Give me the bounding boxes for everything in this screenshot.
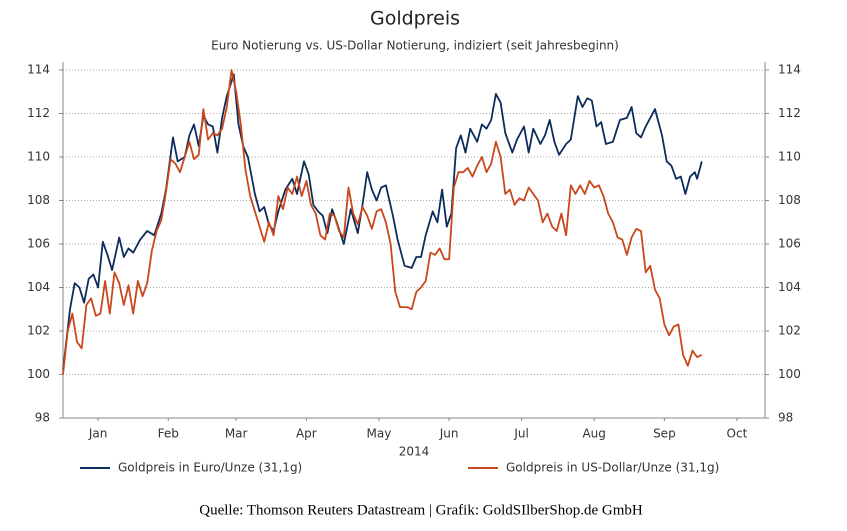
chart-title: Goldpreis [370,8,460,30]
y-tick-label: 106 [27,237,50,251]
y2-tick-label: 114 [778,63,801,77]
y-tick-label: 114 [27,63,50,77]
x-tick-label: Aug [582,427,605,441]
x-tick-label: Apr [296,427,317,441]
y2-tick-label: 112 [778,106,801,120]
x-tick-label: Oct [727,427,748,441]
source-note: Quelle: Thomson Reuters Datastream | Gra… [199,502,643,518]
y-tick-label: 98 [35,411,50,425]
chart-subtitle: Euro Notierung vs. US-Dollar Notierung, … [211,39,619,53]
x-tick-label: Jul [513,427,528,441]
line-series [62,73,703,371]
y-tick-label: 104 [27,280,50,294]
legend-label: Goldpreis in Euro/Unze (31,1g) [118,461,302,475]
y2-tick-label: 102 [778,324,801,338]
x-tick-label: Mar [225,427,248,441]
x-tick-label: Feb [158,427,179,441]
y2-tick-label: 110 [778,150,801,164]
x-tick-label: Jun [439,427,459,441]
line-series [62,69,703,375]
x-tick-label: May [366,427,391,441]
y-tick-label: 112 [27,106,50,120]
y-tick-label: 100 [27,367,50,381]
y2-tick-label: 104 [778,280,801,294]
y2-tick-label: 100 [778,367,801,381]
x-tick-label: Jan [88,427,108,441]
x-tick-label: Sep [653,427,676,441]
x-axis-label: 2014 [399,445,430,459]
y-tick-label: 102 [27,324,50,338]
y2-tick-label: 98 [778,411,793,425]
y2-tick-label: 106 [778,237,801,251]
y-tick-label: 110 [27,150,50,164]
legend-label: Goldpreis in US-Dollar/Unze (31,1g) [506,461,719,475]
y2-tick-label: 108 [778,193,801,207]
y-tick-label: 108 [27,193,50,207]
